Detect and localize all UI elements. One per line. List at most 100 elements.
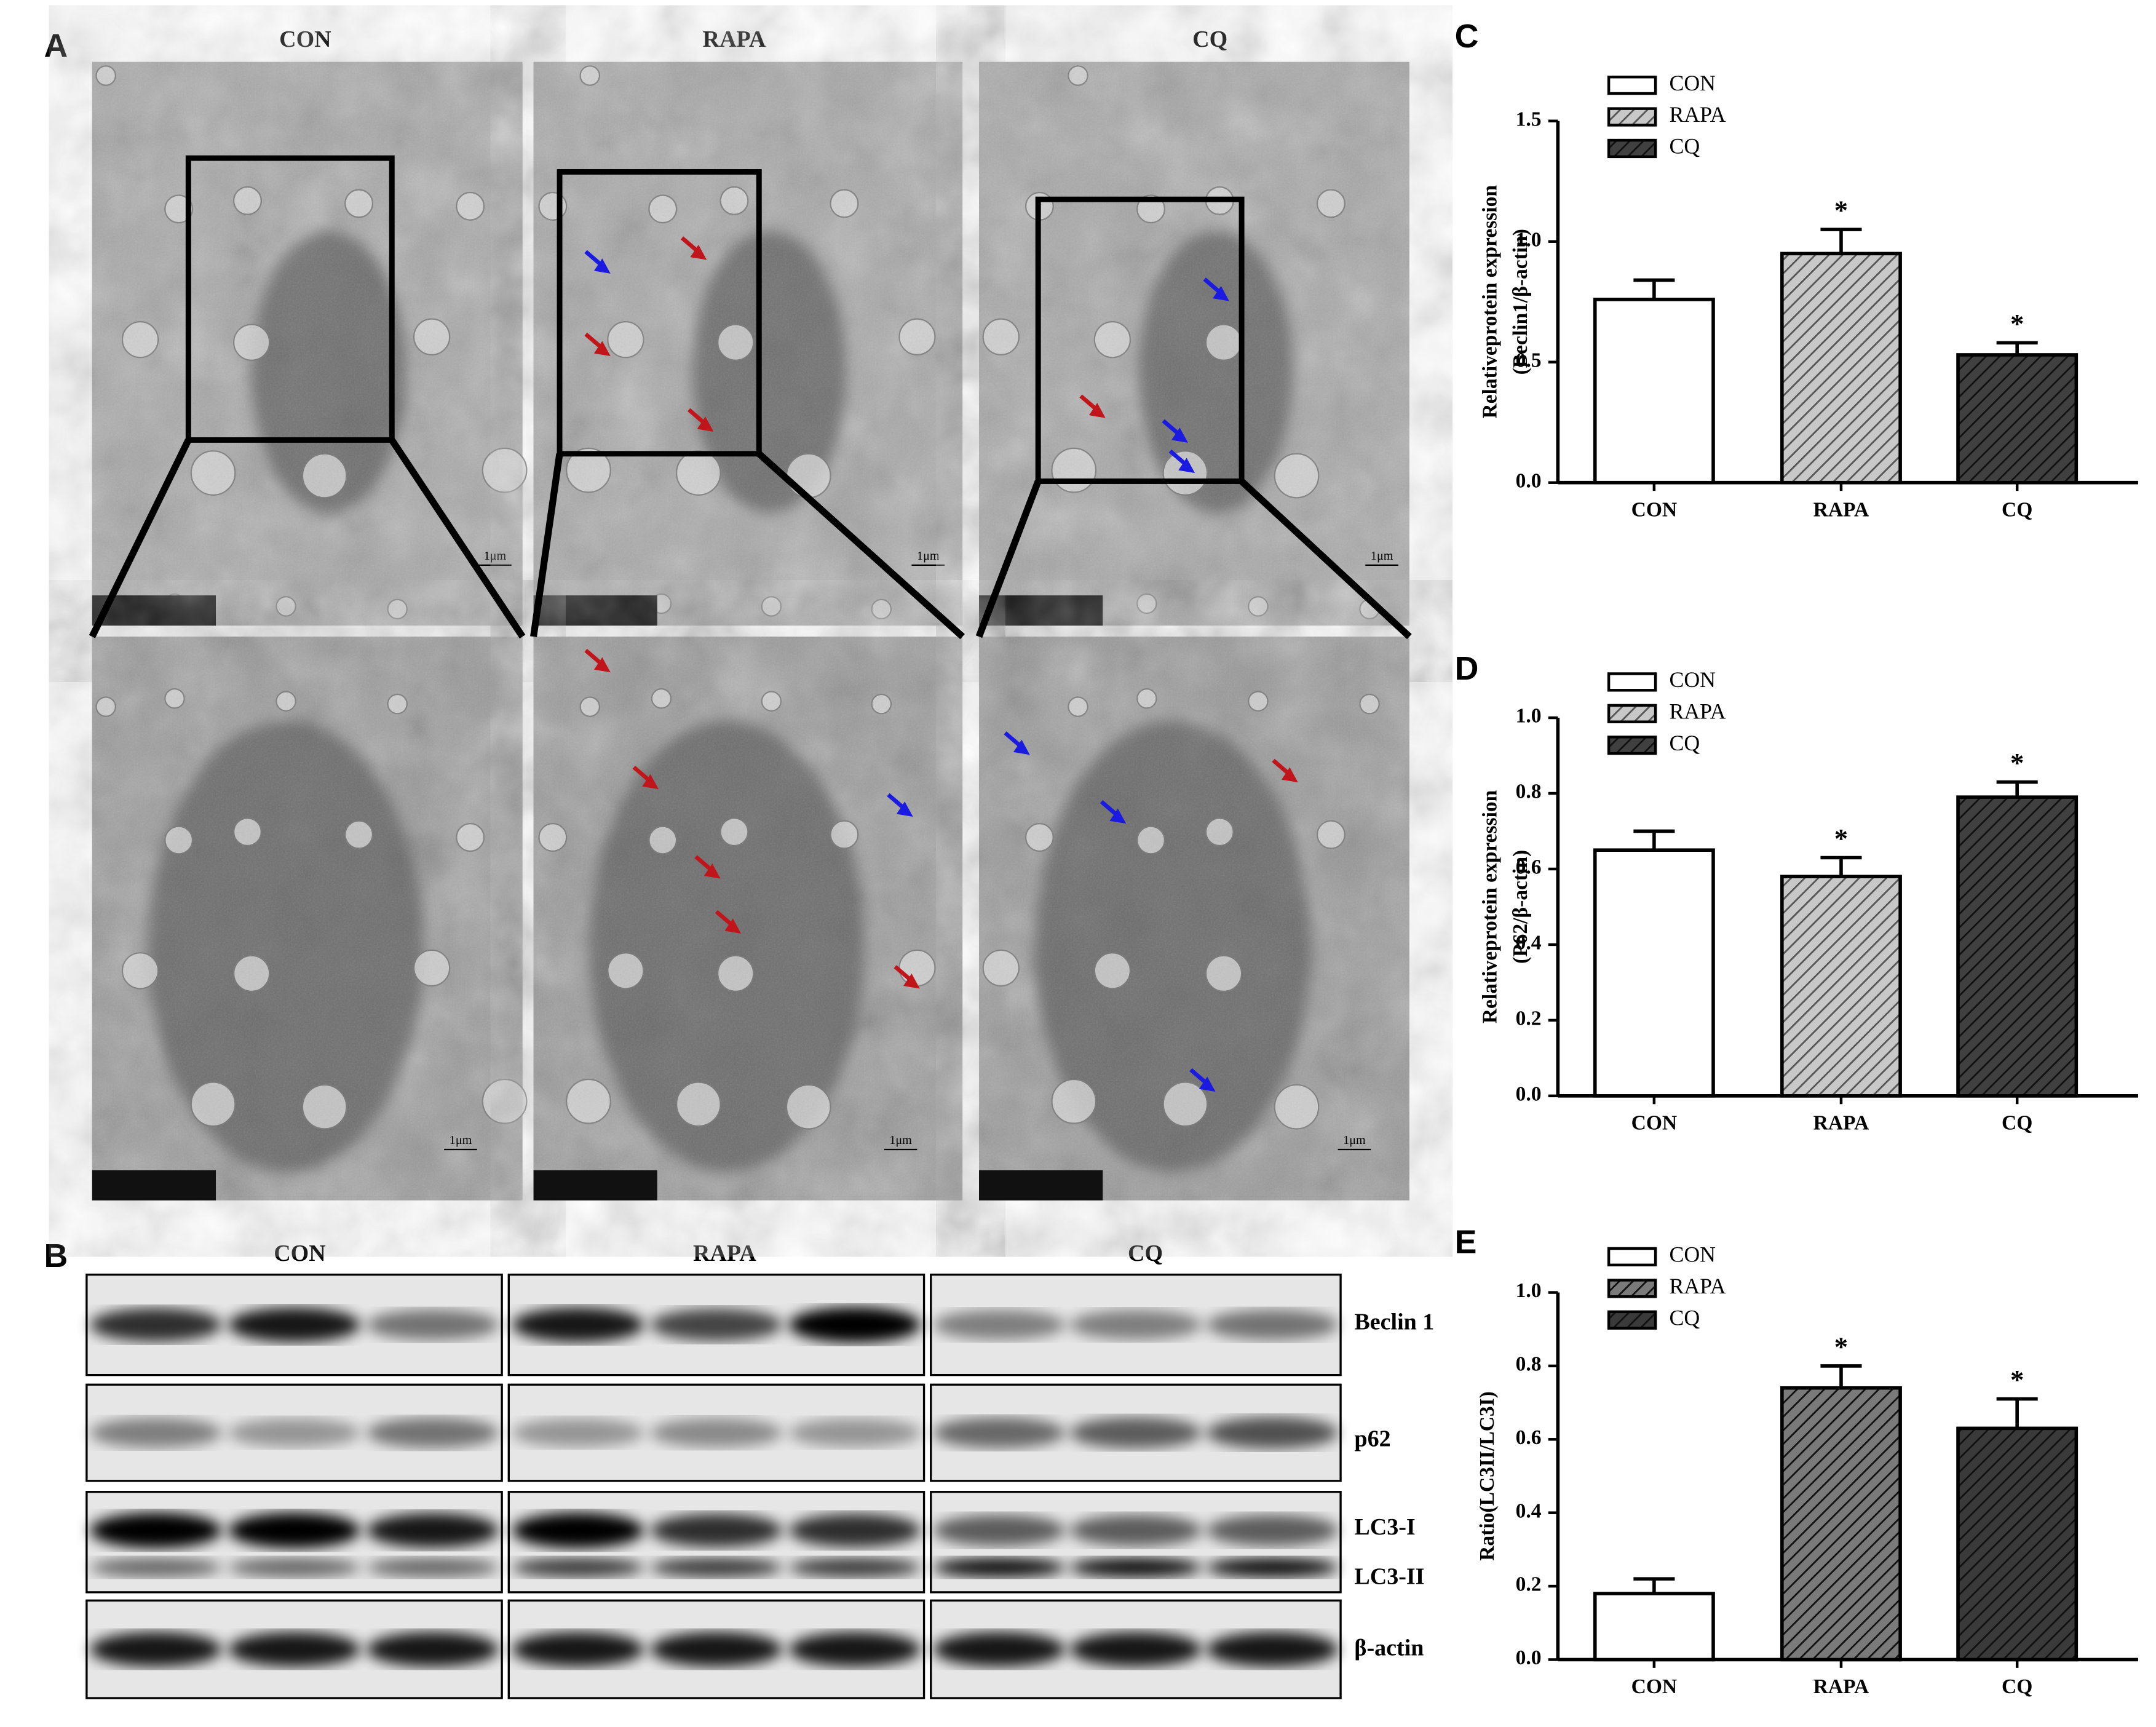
arrow-head [593,341,611,357]
zoom-line [975,480,1042,638]
group-label: CQ [1128,1241,1163,1266]
bar [1593,298,1715,485]
arrow-head [593,258,611,274]
arrow-head [1213,286,1229,301]
bar [1956,1426,2079,1662]
blot-band [650,1514,783,1547]
legend-swatch [1607,672,1657,692]
zoom-line [530,453,563,637]
legend-label: CQ [1669,731,1700,755]
y-tick-label: 0.2 [1516,1573,1542,1596]
zoom-box [185,155,395,443]
legend-swatch [1607,1310,1657,1330]
blot-band [933,1632,1066,1667]
blot-band [933,1514,1066,1546]
blot-band [367,1558,499,1578]
legend-swatch [1607,736,1657,755]
x-tick-label: RAPA [1813,498,1869,521]
x-tick-label: RAPA [1813,1111,1869,1134]
arrow-head [593,657,611,673]
y-tick-label: 0.4 [1516,932,1542,955]
bar [1780,1386,1902,1662]
arrow-head [1199,1076,1216,1092]
blot-band [1206,1416,1339,1449]
zoom-box [1035,196,1245,484]
micrograph-grain [92,637,523,1201]
blot-band [788,1558,921,1578]
blot-band [228,1558,360,1578]
blot-band [650,1418,783,1448]
blot-band [1206,1632,1339,1667]
arrow-head [690,244,707,260]
panel-label: E [1455,1223,1477,1260]
bar [1593,1592,1715,1662]
y-tick-label: 0.0 [1516,1083,1542,1106]
arrow-head [703,864,721,879]
blot-band [788,1514,921,1547]
panel-label: B [44,1237,68,1274]
blot-band [1206,1309,1339,1340]
zoom-line [1239,478,1412,640]
x-tick-label: RAPA [1813,1675,1869,1698]
bar [1956,795,2079,1098]
y-axis-label: (P62/β-actin) [1509,850,1532,964]
group-label: RAPA [693,1241,756,1266]
label-bar [533,1170,657,1201]
significance: * [1834,823,1848,854]
arrow-head [1281,767,1298,783]
blot-band [367,1309,499,1340]
y-tick-label: 0.8 [1516,1353,1542,1376]
bar [1593,848,1715,1098]
legend-swatch [1607,1247,1657,1267]
legend-swatch [1607,75,1657,95]
bar [1780,875,1902,1098]
y-axis-label: (Beclin1/β-actin) [1509,229,1532,375]
legend-label: CQ [1669,134,1700,159]
x-tick-label: CQ [2002,1675,2032,1698]
blot-row-label: Beclin 1 [1354,1309,1434,1335]
label-bar [92,1170,216,1201]
y-axis-label: Relativeprotein expression [1479,790,1502,1023]
blot-band [228,1307,360,1343]
y-axis-label: Relativeprotein expression [1479,185,1502,419]
arrow-head [642,774,659,790]
legend-label: CQ [1669,1305,1700,1330]
blot-band [650,1308,783,1341]
blot-band [1069,1309,1202,1340]
legend-swatch [1607,107,1657,127]
blot-row-label: LC3-I [1354,1514,1415,1540]
y-tick-label: 1.0 [1516,1279,1542,1302]
legend-label: RAPA [1669,1274,1726,1298]
arrow-head [1171,427,1188,443]
panel-label: A [44,27,68,64]
scale-bar-label: 1μm [917,549,940,563]
zoom-line [89,438,192,638]
blot-band [1069,1514,1202,1546]
significance: * [1834,1331,1848,1362]
blot-band [512,1307,644,1343]
y-axis-label: Ratio(LC3II/LC3I) [1476,1391,1499,1561]
y-tick-label: 0.5 [1516,349,1542,371]
micrograph-grain [979,637,1409,1201]
blot-band [512,1558,644,1578]
group-label: CQ [1192,26,1227,52]
blot-band [90,1418,222,1448]
arrow-head [724,918,742,934]
x-tick-label: CQ [2002,498,2032,521]
blot-band [90,1512,222,1549]
arrow-head [1088,403,1106,418]
x-tick-label: CON [1631,1675,1677,1698]
legend-swatch [1607,138,1657,159]
label-bar [533,595,657,626]
blot-band [933,1309,1066,1340]
significance: * [2010,1364,2024,1395]
arrow-head [896,801,913,817]
blot-band [367,1417,499,1448]
blot-band [1206,1514,1339,1546]
significance: * [2010,747,2024,778]
significance: * [1834,195,1848,226]
y-tick-label: 0.4 [1516,1499,1542,1522]
legend-label: RAPA [1669,699,1726,724]
blot-band [933,1558,1066,1578]
